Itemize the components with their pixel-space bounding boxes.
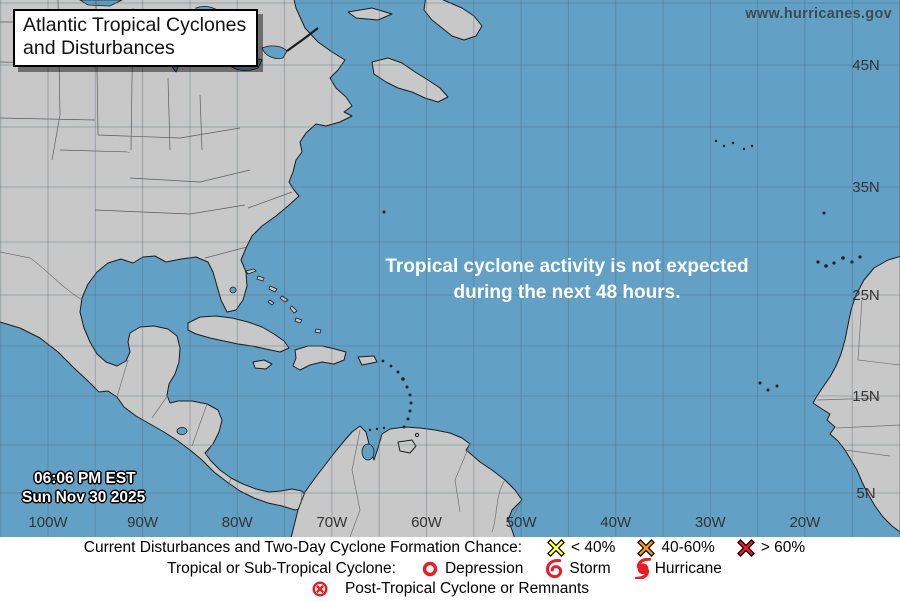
- lat-label: 35N: [852, 179, 880, 196]
- newfoundland-island: [423, 0, 483, 41]
- legend-item-high-chance: > 60%: [736, 539, 806, 558]
- jamaica: [252, 359, 273, 370]
- atlantic-outlook-map[interactable]: 100W 90W 80W 70W 60W 50W 40W 30W 20W 45N…: [0, 0, 900, 537]
- lake-okeechobee: [229, 286, 237, 294]
- timestamp-date: Sun Nov 30 2025: [22, 489, 146, 506]
- post-tropical-icon: [311, 580, 329, 598]
- lon-label: 30W: [695, 514, 727, 531]
- small-islands: [368, 139, 862, 432]
- red-x-icon: [736, 539, 755, 558]
- lon-label: 60W: [411, 514, 443, 531]
- notice-line2: during the next 48 hours.: [453, 282, 681, 303]
- south-america: [290, 425, 523, 537]
- legend-item-low-chance: < 40%: [547, 539, 616, 558]
- land-masses: [0, 0, 900, 537]
- cyclone-type-label: Tropical or Sub-Tropical Cyclone:: [167, 559, 396, 577]
- lat-label: 25N: [852, 287, 880, 304]
- lake-superior-edge: [79, 0, 123, 7]
- lon-label: 20W: [789, 514, 821, 531]
- legend-item-depression: Depression: [421, 560, 523, 578]
- issuance-timestamp: 06:06 PM EST Sun Nov 30 2025: [22, 469, 145, 507]
- map-title-line1: Atlantic Tropical Cyclones: [23, 14, 247, 36]
- st-lawrence-river: [286, 27, 319, 52]
- depression-label: Depression: [444, 559, 524, 577]
- lon-labels: 100W 90W 80W 70W 60W 50W 40W 30W 20W: [28, 514, 821, 531]
- africa: [812, 255, 900, 533]
- legend-item-medium-chance: 40-60%: [637, 539, 715, 558]
- high-chance-label: > 60%: [760, 539, 806, 557]
- lon-label: 40W: [600, 514, 632, 531]
- lat-label: 5N: [856, 485, 875, 502]
- lake-nicaragua: [176, 426, 188, 435]
- legend-row-formation-chance: Current Disturbances and Two-Day Cyclone…: [0, 538, 900, 558]
- anticosti-island: [347, 7, 393, 21]
- formation-chance-label: Current Disturbances and Two-Day Cyclone…: [83, 539, 522, 557]
- north-america: [0, 0, 353, 511]
- medium-chance-label: 40-60%: [661, 539, 715, 557]
- map-title-line2: and Disturbances: [23, 37, 175, 59]
- map-title-box: Atlantic Tropical Cyclones and Disturban…: [13, 9, 259, 67]
- legend-item-storm: Storm: [545, 559, 611, 578]
- lon-label: 50W: [506, 514, 538, 531]
- lake-ontario: [261, 45, 288, 59]
- hurricanes-gov-link[interactable]: www.hurricanes.gov: [745, 6, 892, 22]
- yellow-x-icon: [547, 539, 565, 558]
- timestamp-time: 06:06 PM EST: [34, 470, 136, 487]
- country-borders: [0, 251, 900, 537]
- trinidad: [397, 439, 417, 454]
- nova-scotia: [371, 57, 449, 103]
- bahamas-islands: [245, 268, 322, 334]
- legend: Current Disturbances and Two-Day Cyclone…: [0, 537, 900, 601]
- lake-maracaibo: [361, 443, 375, 461]
- hurricane-label: Hurricane: [654, 559, 722, 577]
- hispaniola: [292, 345, 347, 371]
- post-tropical-label: Post-Tropical Cyclone or Remnants: [344, 579, 590, 597]
- lon-label: 100W: [28, 514, 68, 531]
- cuba: [187, 315, 290, 353]
- lon-label: 80W: [222, 514, 254, 531]
- orange-x-icon: [637, 539, 656, 558]
- lat-label: 15N: [852, 388, 880, 405]
- bermuda: [382, 210, 386, 214]
- depression-icon: [421, 560, 439, 578]
- hurricane-icon: [633, 558, 653, 579]
- storm-label: Storm: [569, 559, 611, 577]
- no-activity-notice: Tropical cyclone activity is not expecte…: [327, 254, 807, 306]
- low-chance-label: < 40%: [571, 539, 616, 557]
- lon-label: 70W: [316, 514, 348, 531]
- legend-row-cyclone-types: Tropical or Sub-Tropical Cyclone: Depres…: [0, 558, 900, 579]
- madeira: [822, 211, 826, 215]
- lat-labels: 45N 35N 25N 15N 5N: [852, 57, 880, 502]
- tobago: [414, 432, 420, 438]
- lat-label: 45N: [852, 57, 880, 74]
- legend-item-hurricane: Hurricane: [633, 558, 722, 579]
- graticule: [0, 0, 900, 537]
- storm-icon: [545, 559, 563, 578]
- lon-label: 90W: [127, 514, 159, 531]
- puerto-rico: [357, 355, 378, 366]
- legend-row-post-tropical: Post-Tropical Cyclone or Remnants: [0, 579, 900, 599]
- notice-line1: Tropical cyclone activity is not expecte…: [385, 256, 749, 277]
- map-graphic: 100W 90W 80W 70W 60W 50W 40W 30W 20W 45N…: [0, 0, 900, 537]
